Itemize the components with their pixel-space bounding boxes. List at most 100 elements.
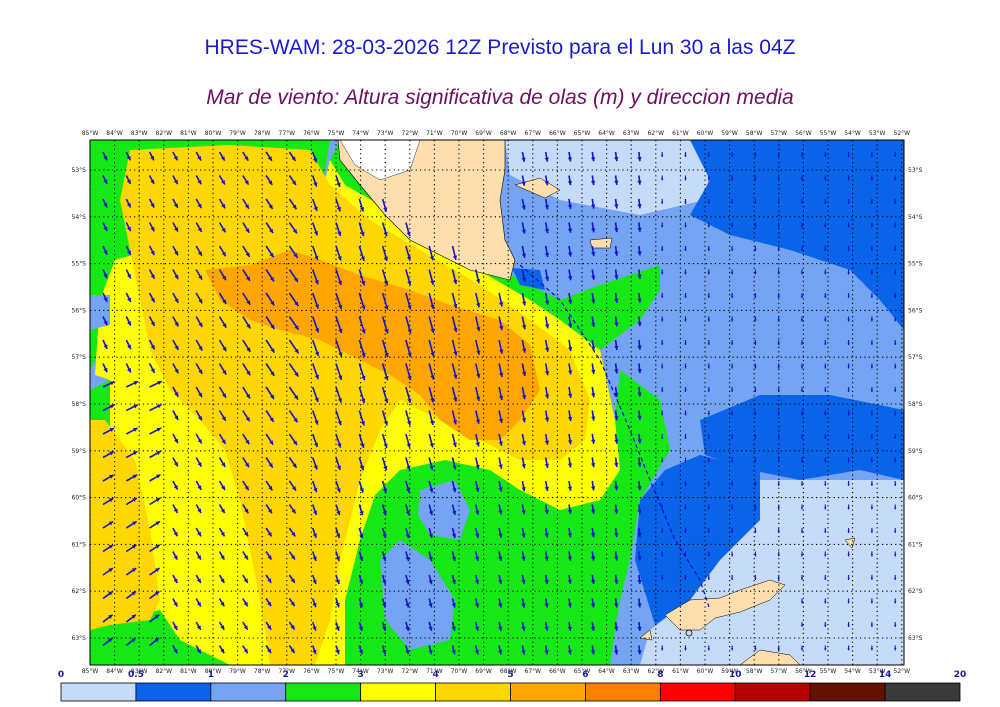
colorbar-label: 2: [283, 670, 289, 680]
direction-arrowhead: [335, 602, 340, 608]
direction-arrowhead: [312, 533, 317, 538]
direction-arrowhead: [590, 532, 596, 538]
lon-tick-label: 64°W: [598, 130, 615, 137]
direction-arrowhead: [292, 440, 298, 446]
direction-arrowhead: [544, 370, 550, 376]
direction-arrowhead: [800, 178, 804, 181]
direction-arrowhead: [684, 154, 687, 157]
direction-arrowhead: [894, 601, 897, 604]
direction-arrowhead: [109, 428, 115, 432]
direction-arrowhead: [590, 626, 596, 631]
direction-arrowhead: [270, 348, 275, 353]
direction-arrowhead: [220, 648, 225, 654]
map-frame: [89, 139, 905, 666]
direction-arrowhead: [777, 507, 780, 510]
wave-direction-arrows: [102, 151, 897, 655]
direction-arrowhead: [103, 297, 108, 302]
direction-arrowhead: [707, 342, 710, 345]
direction-arrowhead: [103, 155, 108, 161]
direction-arrowhead: [870, 530, 874, 533]
direction-arrowhead: [150, 274, 155, 279]
direction-arrowhead: [521, 394, 527, 400]
direction-arrowhead: [453, 397, 458, 402]
direction-arrowhead: [684, 460, 687, 463]
direction-arrowhead: [521, 603, 526, 608]
direction-arrowhead: [824, 342, 827, 345]
direction-arrowhead: [754, 178, 757, 181]
direction-arrowhead: [244, 485, 249, 491]
direction-arrowhead: [335, 579, 340, 585]
colorbar-label: 14: [879, 670, 892, 680]
direction-arrowhead: [847, 248, 850, 251]
direction-arrowhead: [108, 591, 113, 596]
direction-arrowhead: [870, 295, 874, 298]
direction-arrowhead: [754, 460, 757, 463]
direction-arrowhead: [521, 650, 526, 655]
lon-tick-label: 78°W: [254, 130, 271, 137]
direction-arrowhead: [730, 272, 734, 275]
direction-arrowhead: [337, 443, 342, 448]
direction-arrowhead: [197, 155, 202, 161]
direction-arrowhead: [637, 486, 642, 491]
lon-tick-label: 62°W: [648, 668, 665, 675]
direction-arrowhead: [103, 344, 108, 349]
direction-arrowhead: [312, 649, 317, 655]
direction-arrowhead: [591, 416, 596, 421]
direction-arrowhead: [591, 439, 596, 444]
direction-arrowhead: [220, 625, 225, 630]
direction-arrowhead: [222, 346, 227, 352]
direction-arrowhead: [730, 178, 734, 181]
direction-arrowhead: [361, 280, 366, 286]
direction-arrowhead: [127, 321, 131, 326]
direction-arrowhead: [614, 579, 619, 585]
direction-arrowhead: [428, 603, 433, 608]
lat-tick-label: 60°S: [72, 495, 87, 502]
direction-arrowhead: [405, 649, 410, 655]
lat-tick-label: 57°S: [72, 354, 87, 361]
direction-arrowhead: [476, 303, 481, 308]
direction-arrowhead: [661, 577, 664, 580]
direction-arrowhead: [777, 248, 780, 251]
lon-tick-label: 76°W: [303, 130, 320, 137]
direction-arrowhead: [174, 321, 179, 327]
direction-arrowhead: [894, 225, 897, 228]
colorbar-swatch: [135, 682, 212, 702]
direction-arrowhead: [870, 460, 874, 463]
direction-arrowhead: [383, 465, 388, 471]
direction-arrowhead: [451, 533, 457, 538]
direction-arrowhead: [661, 201, 664, 204]
lon-labels-bottom: 85°W 84°W 83°W 82°W 81°W 80°W 79°W 78°W 77°W 76°W…: [82, 668, 910, 675]
lon-tick-label: 85°W: [82, 130, 99, 137]
direction-arrowhead: [131, 591, 137, 596]
direction-arrowhead: [824, 601, 827, 604]
direction-arrowhead: [730, 154, 734, 157]
direction-arrowhead: [591, 393, 596, 398]
direction-arrowhead: [661, 413, 664, 416]
direction-arrowhead: [847, 272, 850, 275]
lon-tick-label: 82°W: [156, 668, 173, 675]
direction-arrowhead: [154, 591, 160, 596]
direction-arrowhead: [800, 483, 804, 486]
colorbar-label: 12: [804, 670, 817, 680]
field-pocket-1: [418, 480, 470, 540]
direction-arrowhead: [777, 272, 780, 275]
lon-tick-label: 78°W: [254, 668, 271, 675]
direction-arrowhead: [707, 295, 710, 298]
direction-arrowhead: [847, 530, 850, 533]
lon-tick-label: 52°W: [894, 668, 911, 675]
direction-arrowhead: [521, 510, 526, 515]
direction-arrowhead: [614, 180, 619, 185]
direction-arrowhead: [824, 319, 827, 322]
island-2: [589, 237, 613, 249]
direction-arrowhead: [499, 349, 504, 354]
direction-arrowhead: [684, 178, 687, 181]
direction-arrowhead: [290, 578, 295, 583]
direction-arrowhead: [777, 483, 780, 486]
direction-arrowhead: [103, 179, 108, 184]
direction-arrowhead: [591, 251, 596, 257]
colorbar-swatch: [585, 682, 661, 702]
direction-arrowhead: [684, 507, 687, 510]
direction-arrowhead: [637, 156, 642, 162]
direction-arrowhead: [382, 649, 387, 655]
direction-arrowhead: [294, 395, 299, 400]
